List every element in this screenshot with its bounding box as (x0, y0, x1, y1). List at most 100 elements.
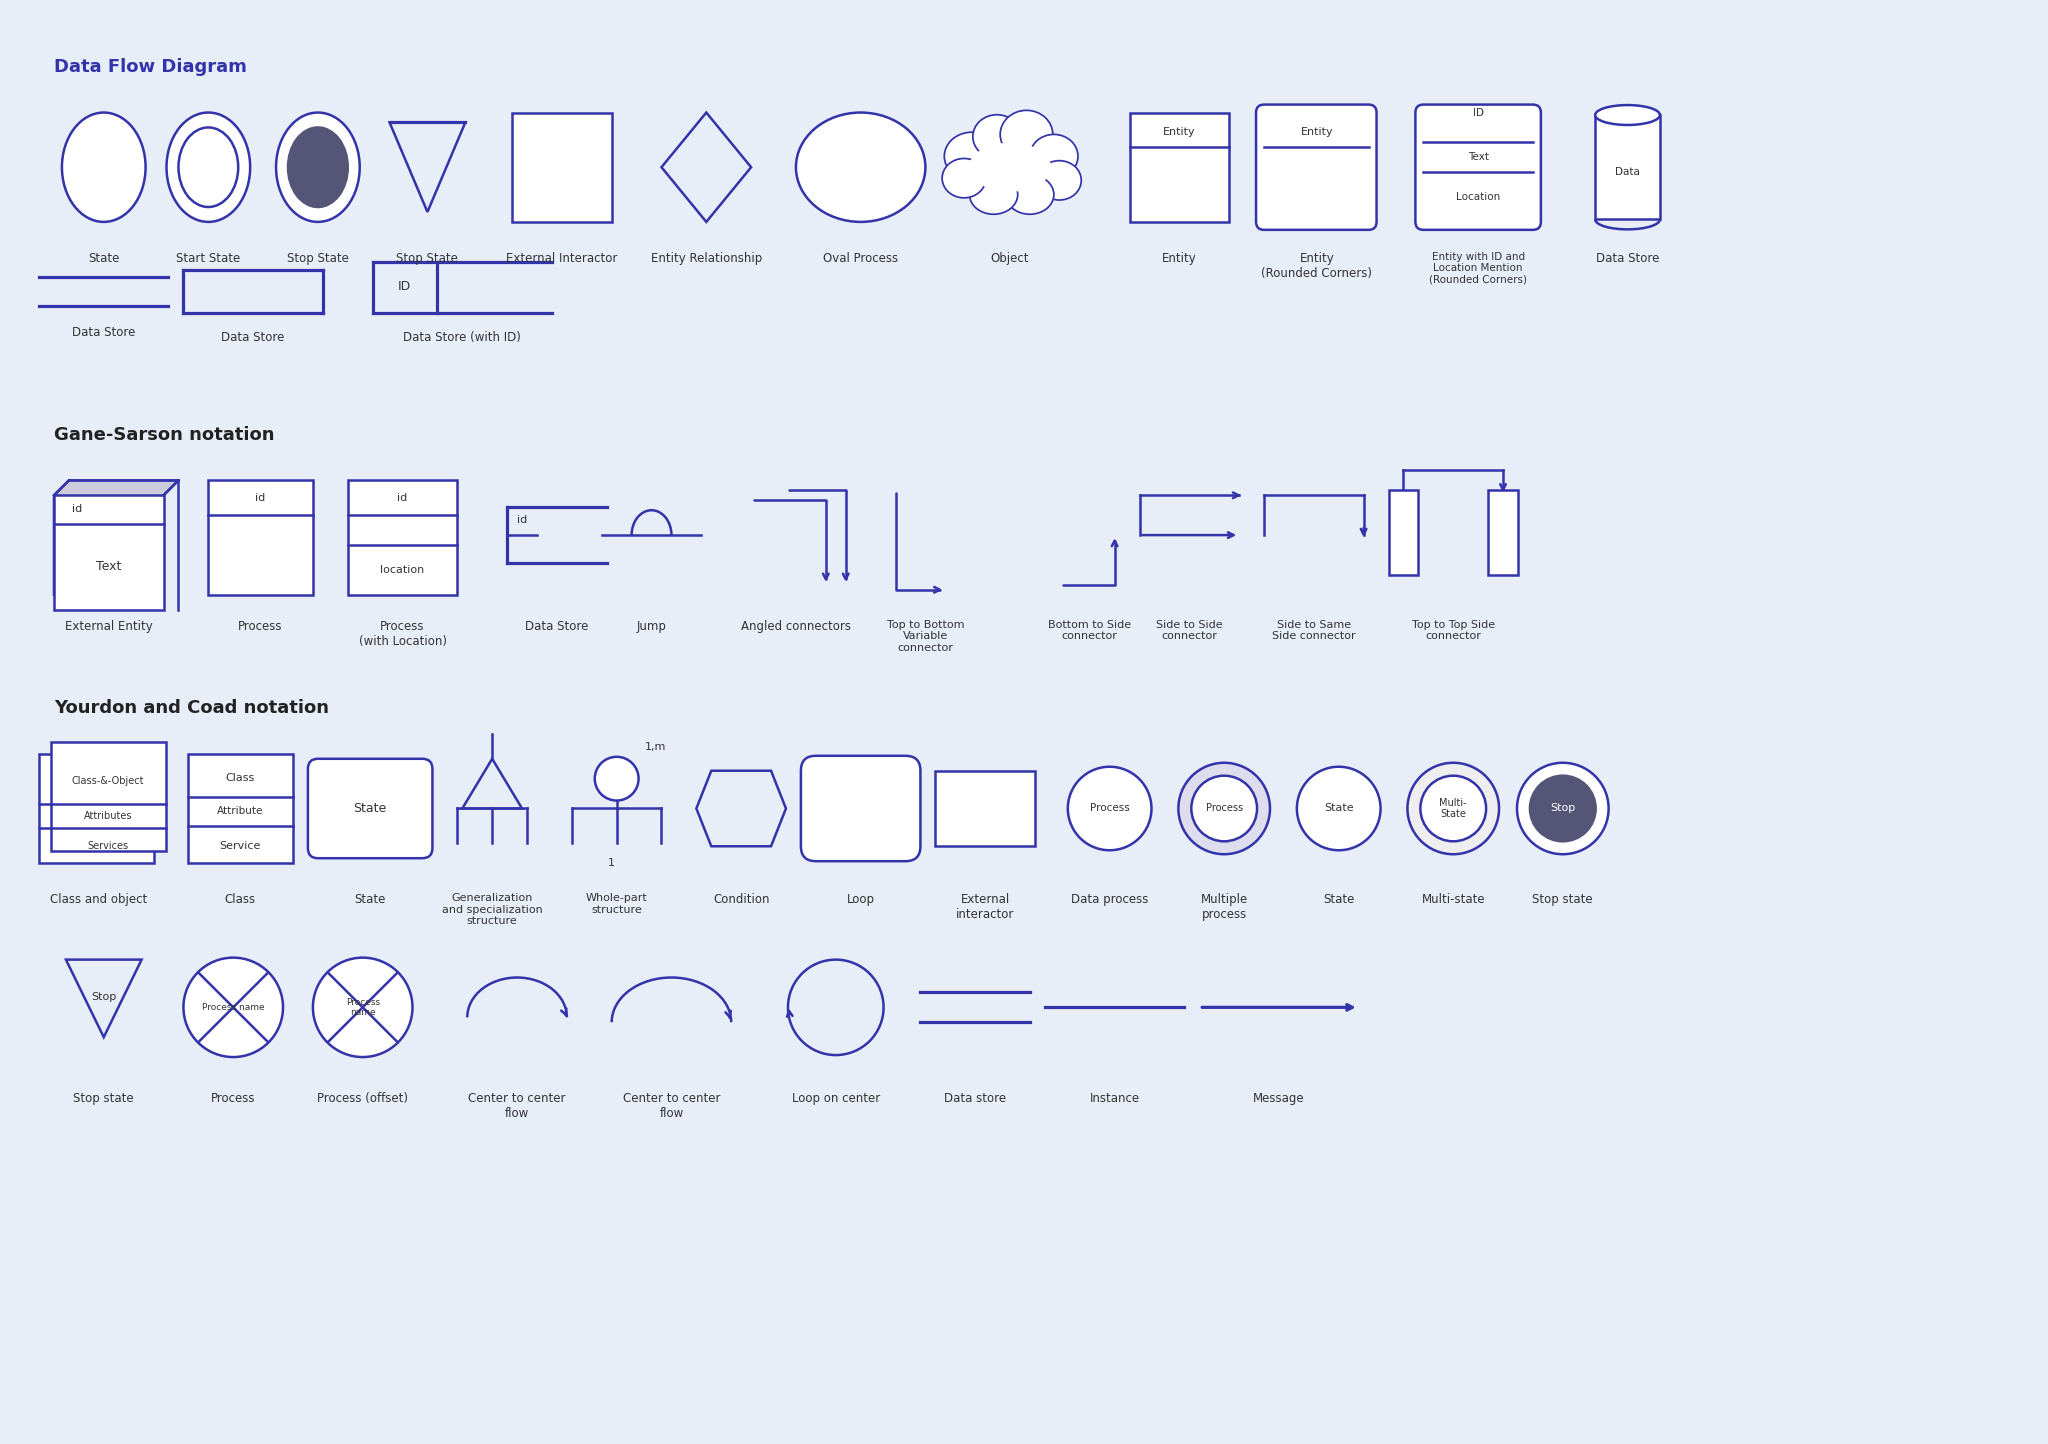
Text: Whole-part
structure: Whole-part structure (586, 892, 647, 914)
Bar (1389, 491, 1419, 575)
Ellipse shape (313, 957, 412, 1057)
Bar (209, 481, 313, 595)
Text: Entity Relationship: Entity Relationship (651, 251, 762, 264)
Ellipse shape (184, 957, 283, 1057)
Text: 1: 1 (608, 858, 614, 868)
Text: Top to Top Side
connector: Top to Top Side connector (1411, 619, 1495, 641)
Text: Multiple
process: Multiple process (1200, 892, 1247, 921)
Ellipse shape (1296, 767, 1380, 851)
Text: Stop state: Stop state (74, 1092, 133, 1105)
FancyBboxPatch shape (1415, 104, 1540, 230)
Ellipse shape (969, 143, 1051, 192)
Text: Data Store: Data Store (524, 619, 588, 632)
Text: Service: Service (219, 842, 260, 852)
Text: id: id (516, 516, 526, 526)
Bar (51, 742, 166, 852)
Text: Attributes: Attributes (84, 812, 131, 822)
Text: Process: Process (238, 619, 283, 632)
Bar (936, 771, 1034, 846)
Text: Multi-state: Multi-state (1421, 892, 1485, 905)
Text: Instance: Instance (1090, 1092, 1139, 1105)
Text: Stop: Stop (1550, 803, 1575, 813)
Text: Process: Process (1090, 803, 1130, 813)
Ellipse shape (594, 757, 639, 800)
Text: State: State (88, 251, 119, 264)
Text: Message: Message (1253, 1092, 1305, 1105)
Text: Process: Process (211, 1092, 256, 1105)
Text: Entity: Entity (1161, 251, 1196, 264)
Text: Stop State: Stop State (397, 251, 459, 264)
Ellipse shape (944, 133, 999, 180)
Text: External Entity: External Entity (66, 619, 154, 632)
Text: id: id (72, 504, 82, 514)
Text: Text: Text (96, 560, 121, 573)
Ellipse shape (276, 113, 360, 222)
Ellipse shape (1192, 775, 1257, 842)
Ellipse shape (1518, 762, 1608, 855)
Text: Data Store: Data Store (1595, 251, 1659, 264)
Ellipse shape (1407, 762, 1499, 855)
Text: Text: Text (1468, 152, 1489, 162)
Text: Bottom to Side
connector: Bottom to Side connector (1049, 619, 1130, 641)
Text: Side to Side
connector: Side to Side connector (1155, 619, 1223, 641)
Text: Jump: Jump (637, 619, 666, 632)
Text: Location: Location (1456, 192, 1501, 202)
Text: Object: Object (991, 251, 1030, 264)
Bar (348, 481, 457, 595)
Text: Side to Same
Side connector: Side to Same Side connector (1272, 619, 1356, 641)
Ellipse shape (166, 113, 250, 222)
Text: Top to Bottom
Variable
connector: Top to Bottom Variable connector (887, 619, 965, 653)
Text: Multi-
State: Multi- State (1440, 797, 1466, 819)
Text: Data store: Data store (944, 1092, 1006, 1105)
Ellipse shape (1006, 175, 1055, 214)
Text: Data: Data (1616, 168, 1640, 178)
Text: Data Store (with ID): Data Store (with ID) (403, 331, 522, 344)
Text: Condition: Condition (713, 892, 770, 905)
Text: State: State (1323, 892, 1354, 905)
Text: Process name: Process name (203, 1002, 264, 1012)
Text: State: State (352, 801, 387, 814)
Ellipse shape (1038, 160, 1081, 201)
Bar (1489, 491, 1518, 575)
Text: Generalization
and specialization
structure: Generalization and specialization struct… (442, 892, 543, 926)
Text: Data process: Data process (1071, 892, 1149, 905)
Text: State: State (354, 892, 385, 905)
Text: id: id (397, 494, 408, 504)
Text: Stop state: Stop state (1532, 892, 1593, 905)
Bar (53, 495, 164, 609)
FancyBboxPatch shape (1255, 104, 1376, 230)
Text: 1,m: 1,m (645, 742, 666, 752)
Polygon shape (53, 481, 178, 609)
Text: ID: ID (397, 280, 412, 293)
Text: Entity: Entity (1163, 127, 1196, 137)
Ellipse shape (942, 159, 985, 198)
Text: id: id (256, 494, 266, 504)
Text: Data Store: Data Store (221, 331, 285, 344)
Text: Entity with ID and
Location Mention
(Rounded Corners): Entity with ID and Location Mention (Rou… (1430, 251, 1528, 284)
Bar (188, 754, 293, 864)
Text: ID: ID (1473, 107, 1483, 117)
Bar (1130, 113, 1229, 222)
Text: Class: Class (225, 892, 256, 905)
Text: Process: Process (1206, 803, 1243, 813)
Bar (512, 113, 612, 222)
Ellipse shape (1595, 105, 1659, 126)
Text: location: location (381, 565, 424, 575)
Text: Attribute: Attribute (217, 807, 264, 816)
Text: Loop on center: Loop on center (793, 1092, 881, 1105)
Text: External Interactor: External Interactor (506, 251, 618, 264)
Text: Class: Class (225, 773, 254, 783)
Text: Loop: Loop (846, 892, 874, 905)
Ellipse shape (1067, 767, 1151, 851)
Text: Process
(with Location): Process (with Location) (358, 619, 446, 647)
Ellipse shape (973, 114, 1022, 159)
Text: Entity
(Rounded Corners): Entity (Rounded Corners) (1262, 251, 1372, 280)
Ellipse shape (1421, 775, 1487, 842)
Text: Class-&-Object: Class-&-Object (72, 775, 143, 786)
Text: Process (offset): Process (offset) (317, 1092, 408, 1105)
Text: State: State (1323, 803, 1354, 813)
Ellipse shape (1030, 134, 1077, 178)
Ellipse shape (1178, 762, 1270, 855)
Text: External
interactor: External interactor (956, 892, 1014, 921)
Text: Start State: Start State (176, 251, 240, 264)
